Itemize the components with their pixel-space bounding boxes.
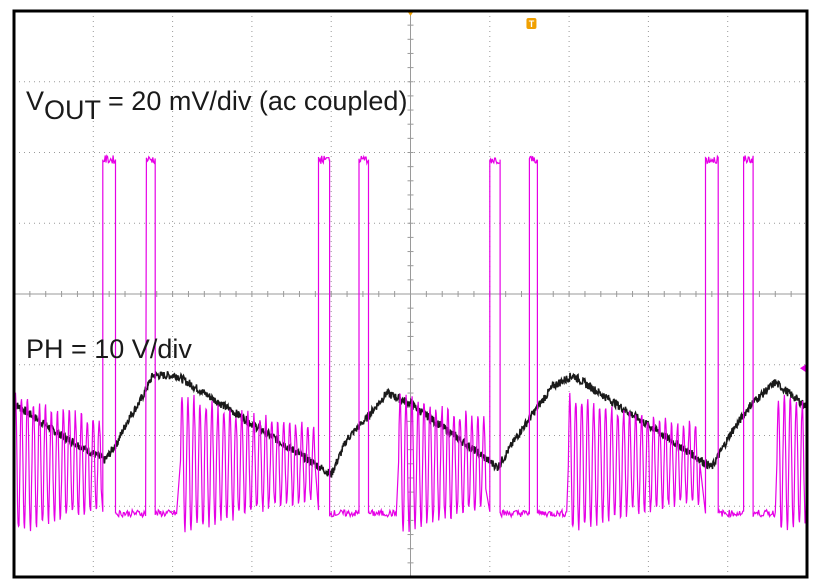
ph-trace	[13, 154, 808, 533]
trigger-level-icon	[526, 18, 537, 29]
vout-channel-label: VOUT = 20 mV/div (ac coupled)	[26, 86, 407, 125]
ph-ground-marker-icon	[800, 364, 806, 373]
traces	[13, 154, 808, 533]
plot-frame	[12, 9, 809, 579]
ph-channel-label: PH = 10 V/div	[26, 334, 192, 364]
trigger-level-label: T	[529, 19, 535, 29]
markers: T	[406, 10, 806, 373]
